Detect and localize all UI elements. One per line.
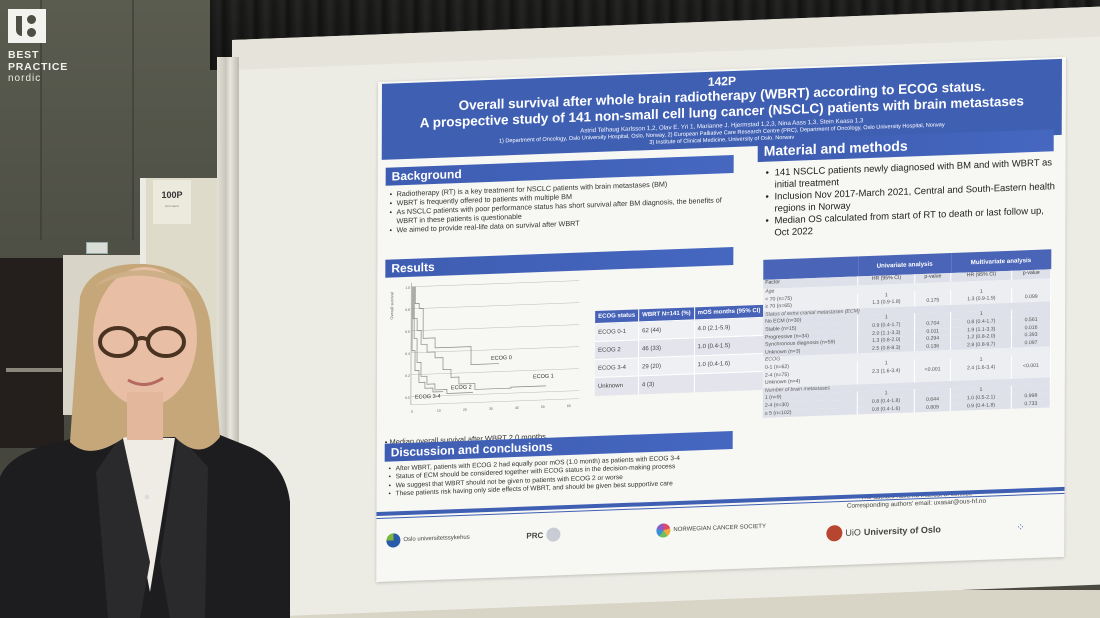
logo-text: University of Oslo <box>863 524 941 538</box>
logo-prc: PRC <box>526 527 561 542</box>
cell: 0.9 (0.4-1.8) <box>950 401 1012 412</box>
logo-text: NORWEGIAN CANCER SOCIETY <box>673 523 766 534</box>
logo-uio: UiO University of Oslo <box>826 521 941 542</box>
svg-text:0.2: 0.2 <box>405 374 410 378</box>
mouth <box>127 376 164 386</box>
logo-oslo-hospital: Oslo universitetssykehus <box>386 531 470 548</box>
cell: 46 (33) <box>638 337 695 358</box>
svg-text:0.6: 0.6 <box>405 330 410 334</box>
background-bullets: Radiotherapy (RT) is a key treatment for… <box>389 177 734 235</box>
svg-text:10: 10 <box>437 409 441 413</box>
lapel-right <box>160 434 208 618</box>
best-practice-logo <box>8 9 46 43</box>
wall-seam <box>40 0 42 240</box>
cancer-society-flower-icon <box>656 523 671 538</box>
cell: 0.809 <box>914 403 951 413</box>
svg-text:60: 60 <box>567 404 571 408</box>
methods-bullets: 141 NSCLC patients newly diagnosed with … <box>765 157 1057 240</box>
svg-text:20: 20 <box>463 408 467 412</box>
brand-wordmark: BEST PRACTICE <box>8 49 69 73</box>
logo-dots: ⁘ <box>1016 522 1025 534</box>
svg-text:0: 0 <box>411 410 413 414</box>
logo-bar <box>16 16 22 36</box>
cell: 0.8 (0.4-1.6) <box>857 404 915 415</box>
svg-text:0.8: 0.8 <box>405 308 410 312</box>
logo-text: Oslo universitetssykehus <box>403 534 470 544</box>
cell: 0.733 <box>1011 399 1051 409</box>
necklace-pendant <box>144 494 150 500</box>
booth-number: 100P <box>161 190 183 200</box>
booth-number-tag: 100P Exit stand <box>153 180 191 224</box>
lapel-left <box>96 434 150 618</box>
km-plot: 1.0 0.8 0.6 0.4 0.2 0.0 0 10 20 30 40 50 60 <box>405 280 580 414</box>
cell: 29 (20) <box>638 355 695 376</box>
cell: 62 (44) <box>638 319 695 340</box>
booth-sub: Exit stand <box>165 204 179 208</box>
logo-dot <box>27 28 36 37</box>
brand-line: BEST <box>8 49 40 61</box>
series-label-ecog2: ECOG 2 <box>450 384 472 392</box>
logo-dot <box>27 15 36 24</box>
wall-seam <box>132 0 134 240</box>
series-label-ecog1: ECOG 1 <box>532 373 554 381</box>
blouse <box>120 437 175 592</box>
cell: ECOG 3-4 <box>594 357 639 378</box>
cell: ECOG 0-1 <box>595 321 639 342</box>
ecog-results-table: ECOG status WBRT N=141 (%) mOS months (9… <box>594 304 765 396</box>
svg-text:40: 40 <box>515 406 519 410</box>
uio-seal-icon <box>826 524 843 542</box>
svg-text:1.0: 1.0 <box>405 286 410 290</box>
exit-sign <box>86 242 108 254</box>
logo-cancer-society: NORWEGIAN CANCER SOCIETY <box>656 520 766 538</box>
svg-text:0.4: 0.4 <box>405 352 410 356</box>
series-label-ecog0: ECOG 0 <box>491 355 512 362</box>
svg-text:30: 30 <box>489 407 493 411</box>
kaplan-meier-chart: Overall survival 1.0 0.8 0.6 0.4 0 <box>389 273 582 436</box>
prc-globe-icon <box>546 527 561 542</box>
neck <box>127 392 163 440</box>
door-handle <box>6 368 62 372</box>
svg-text:50: 50 <box>541 405 545 409</box>
cell: ECOG 2 <box>595 339 639 360</box>
cell <box>693 371 764 392</box>
scientific-poster: 142P Overall survival after whole brain … <box>376 56 1066 583</box>
hazard-ratio-table: Univariate analysis Multivariate analysi… <box>762 249 1052 418</box>
logo-text: UiO <box>845 527 861 538</box>
svg-text:0.0: 0.0 <box>405 396 410 400</box>
presenter <box>0 263 290 618</box>
glasses-icon <box>98 326 186 358</box>
cell: Unknown <box>594 375 639 396</box>
brand-nordic: nordic <box>8 73 42 84</box>
door <box>0 258 64 448</box>
logo-text: PRC <box>526 530 544 541</box>
discussion-bullets: After WBRT, patients with ECOG 2 had equ… <box>389 453 739 499</box>
series-label-ecog34: ECOG 3-4 <box>414 393 441 401</box>
cell: 4 (3) <box>638 373 694 394</box>
hair-top <box>95 270 195 292</box>
oslo-hospital-icon <box>386 533 401 548</box>
brand-line: PRACTICE <box>8 60 69 73</box>
